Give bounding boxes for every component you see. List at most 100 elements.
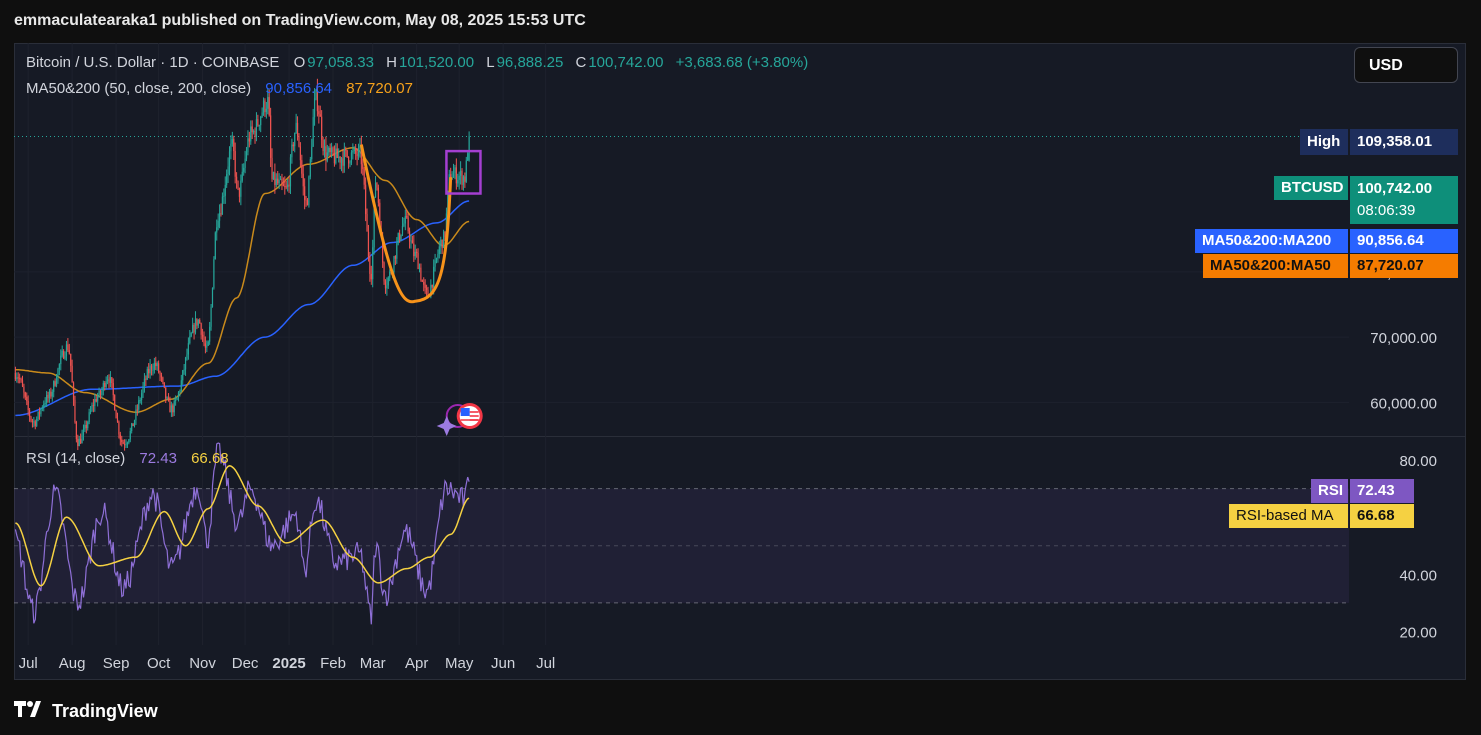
candle-body (165, 387, 167, 399)
candle-body (248, 138, 250, 142)
candle-body (336, 148, 338, 158)
candle-body (105, 381, 107, 387)
candle-body (250, 126, 252, 142)
ma50-tag-value: 87,720.07 (1350, 254, 1458, 278)
candle-body (373, 197, 375, 248)
candle-body (204, 343, 207, 348)
candle-body (77, 439, 79, 447)
x-tick-label: Jun (491, 655, 515, 672)
candle-body (226, 174, 228, 185)
candle-body (21, 380, 24, 387)
candle-body (153, 362, 155, 370)
candle-body (260, 116, 262, 126)
candle-body (194, 318, 197, 333)
candle-body (462, 176, 465, 185)
rsi-line (14, 442, 470, 625)
candle-body (433, 266, 435, 288)
rsi-ma-legend-value: 66.68 (191, 450, 229, 467)
candle-body (309, 159, 311, 177)
high-tag-value: 109,358.01 (1350, 129, 1458, 155)
price-tick-label: 70,000.00 (1370, 330, 1437, 347)
candle-body (279, 178, 282, 180)
candle-body (183, 369, 185, 371)
candle-body (227, 166, 229, 175)
candle-body (257, 119, 259, 126)
candle-body (350, 152, 353, 163)
candle-body (92, 405, 94, 407)
candle-body (80, 438, 82, 444)
candle-body (221, 196, 224, 215)
event-icons[interactable] (436, 403, 483, 436)
chart-canvas[interactable]: Jul Aug Sep Oct Nov Dec 2025 Feb Mar Apr May Jun Jul… (14, 43, 1466, 680)
candle-body (126, 442, 129, 445)
candle-body (343, 149, 345, 166)
candle-body (396, 243, 398, 259)
candle-body (322, 139, 324, 152)
candle-body (407, 217, 409, 232)
candle-body (46, 394, 48, 403)
footer[interactable]: TradingView (14, 697, 158, 725)
candle-body (82, 429, 85, 435)
candle-body (452, 173, 455, 178)
axis-labels: Jul Aug Sep Oct Nov Dec 2025 Feb Mar Apr May Jun Jul… (19, 265, 1437, 672)
candle-body (323, 146, 326, 152)
candle-body (81, 434, 83, 444)
rsi-tick-label: 40.00 (1399, 567, 1437, 584)
candle-body (342, 158, 344, 166)
candle-body (150, 365, 153, 370)
candle-body (166, 397, 168, 399)
candle-body (89, 410, 92, 413)
rsi-legend: RSI (14, close) 72.43 66.68 (26, 450, 231, 467)
candle-body (136, 409, 138, 411)
candle-body (247, 138, 249, 153)
candle-body (423, 281, 425, 285)
candle-body (44, 402, 46, 404)
candle-body (431, 284, 433, 288)
rsi-ma-tag-value: 66.68 (1350, 504, 1414, 528)
candle-body (271, 157, 273, 180)
currency-button[interactable]: USD (1354, 47, 1458, 83)
candle-body (328, 147, 330, 153)
candle-body (442, 231, 445, 249)
candle-body (36, 418, 38, 426)
candle-body (146, 369, 148, 380)
candle-body (16, 377, 18, 380)
candle-body (311, 146, 313, 160)
candle-body (244, 158, 246, 168)
candle-body (296, 122, 299, 137)
candle-body (360, 145, 362, 165)
candle-body (359, 145, 361, 148)
candle-body (33, 421, 35, 423)
candle-body (424, 284, 426, 288)
candle-body (131, 423, 133, 432)
candle-body (97, 396, 99, 402)
candle-body (31, 420, 34, 422)
candle-body (162, 377, 164, 383)
candle-body (420, 267, 422, 281)
candle-body (444, 231, 446, 238)
candle-body (386, 285, 388, 289)
candle-body (372, 247, 374, 280)
candle-body (123, 443, 126, 446)
candle-body (50, 391, 52, 397)
candle-body (72, 382, 75, 400)
consolidation-box (445, 149, 482, 195)
candle-body (159, 372, 161, 375)
ma200-tag-value: 90,856.64 (1350, 229, 1458, 253)
candle-body (84, 424, 86, 430)
candle-body (190, 332, 192, 337)
sparkle-icon (436, 416, 457, 436)
candle-body (57, 368, 59, 381)
candle-body (315, 89, 317, 99)
candle-body (228, 151, 231, 167)
candle-body (306, 200, 309, 206)
candle-body (434, 260, 436, 267)
candle-body (345, 149, 347, 151)
candle-body (132, 423, 134, 427)
candle-body (237, 180, 239, 188)
candle-body (187, 343, 189, 355)
candle-body (353, 148, 355, 152)
candle-body (411, 240, 414, 244)
candle-body (98, 390, 100, 397)
candle-body (196, 318, 198, 326)
